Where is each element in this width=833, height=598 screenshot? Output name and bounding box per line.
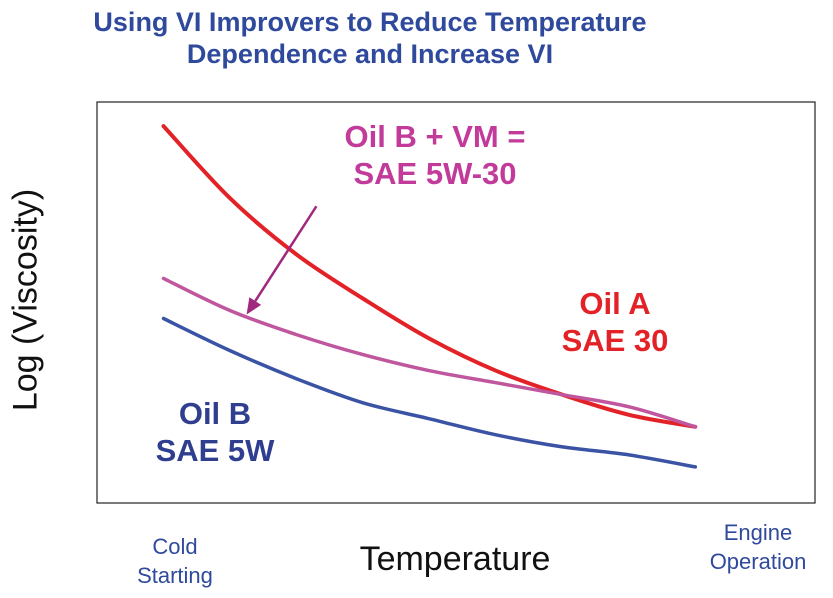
annotation-oil-b-line-1: Oil B bbox=[178, 396, 252, 431]
annotation-oil-a-line-1: Oil A bbox=[579, 286, 651, 321]
annotation-arrow-shaft bbox=[254, 205, 318, 302]
chart-title-line-2: Dependence and Increase VI bbox=[186, 39, 554, 69]
annotation-oil-b-vm-line-2: SAE 5W-30 bbox=[353, 156, 517, 191]
x-tick-label-left-line-2: Starting bbox=[137, 563, 213, 588]
chart-title-line-1: Using VI Improvers to Reduce Temperature bbox=[93, 7, 647, 37]
annotation-arrow-layer bbox=[246, 205, 318, 315]
x-tick-label-engine-operation: Engine Operation bbox=[683, 518, 833, 576]
series-line-3 bbox=[161, 316, 698, 469]
annotation-oil-a: Oil A SAE 30 bbox=[530, 285, 700, 359]
x-tick-label-cold-starting: Cold Starting bbox=[100, 532, 250, 590]
annotation-oil-b-line-2: SAE 5W bbox=[155, 433, 275, 468]
x-tick-label-left-line-1: Cold bbox=[152, 534, 198, 559]
annotation-oil-b: Oil B SAE 5W bbox=[125, 395, 305, 469]
x-tick-label-right-line-2: Operation bbox=[709, 549, 807, 574]
x-tick-label-right-line-1: Engine bbox=[723, 520, 793, 545]
annotation-oil-a-line-2: SAE 30 bbox=[561, 323, 669, 358]
series-line-1 bbox=[161, 124, 698, 429]
plot-frame bbox=[96, 101, 816, 504]
annotation-oil-b-vm-line-1: Oil B + VM = bbox=[344, 119, 526, 154]
x-axis-title: Temperature bbox=[359, 540, 551, 578]
annotation-oil-b-vm: Oil B + VM = SAE 5W-30 bbox=[300, 118, 570, 192]
y-axis-title: Log (Viscosity) bbox=[6, 188, 45, 412]
series-line-2 bbox=[161, 276, 698, 429]
annotation-arrow-head bbox=[246, 297, 262, 315]
series-layer bbox=[161, 124, 698, 469]
